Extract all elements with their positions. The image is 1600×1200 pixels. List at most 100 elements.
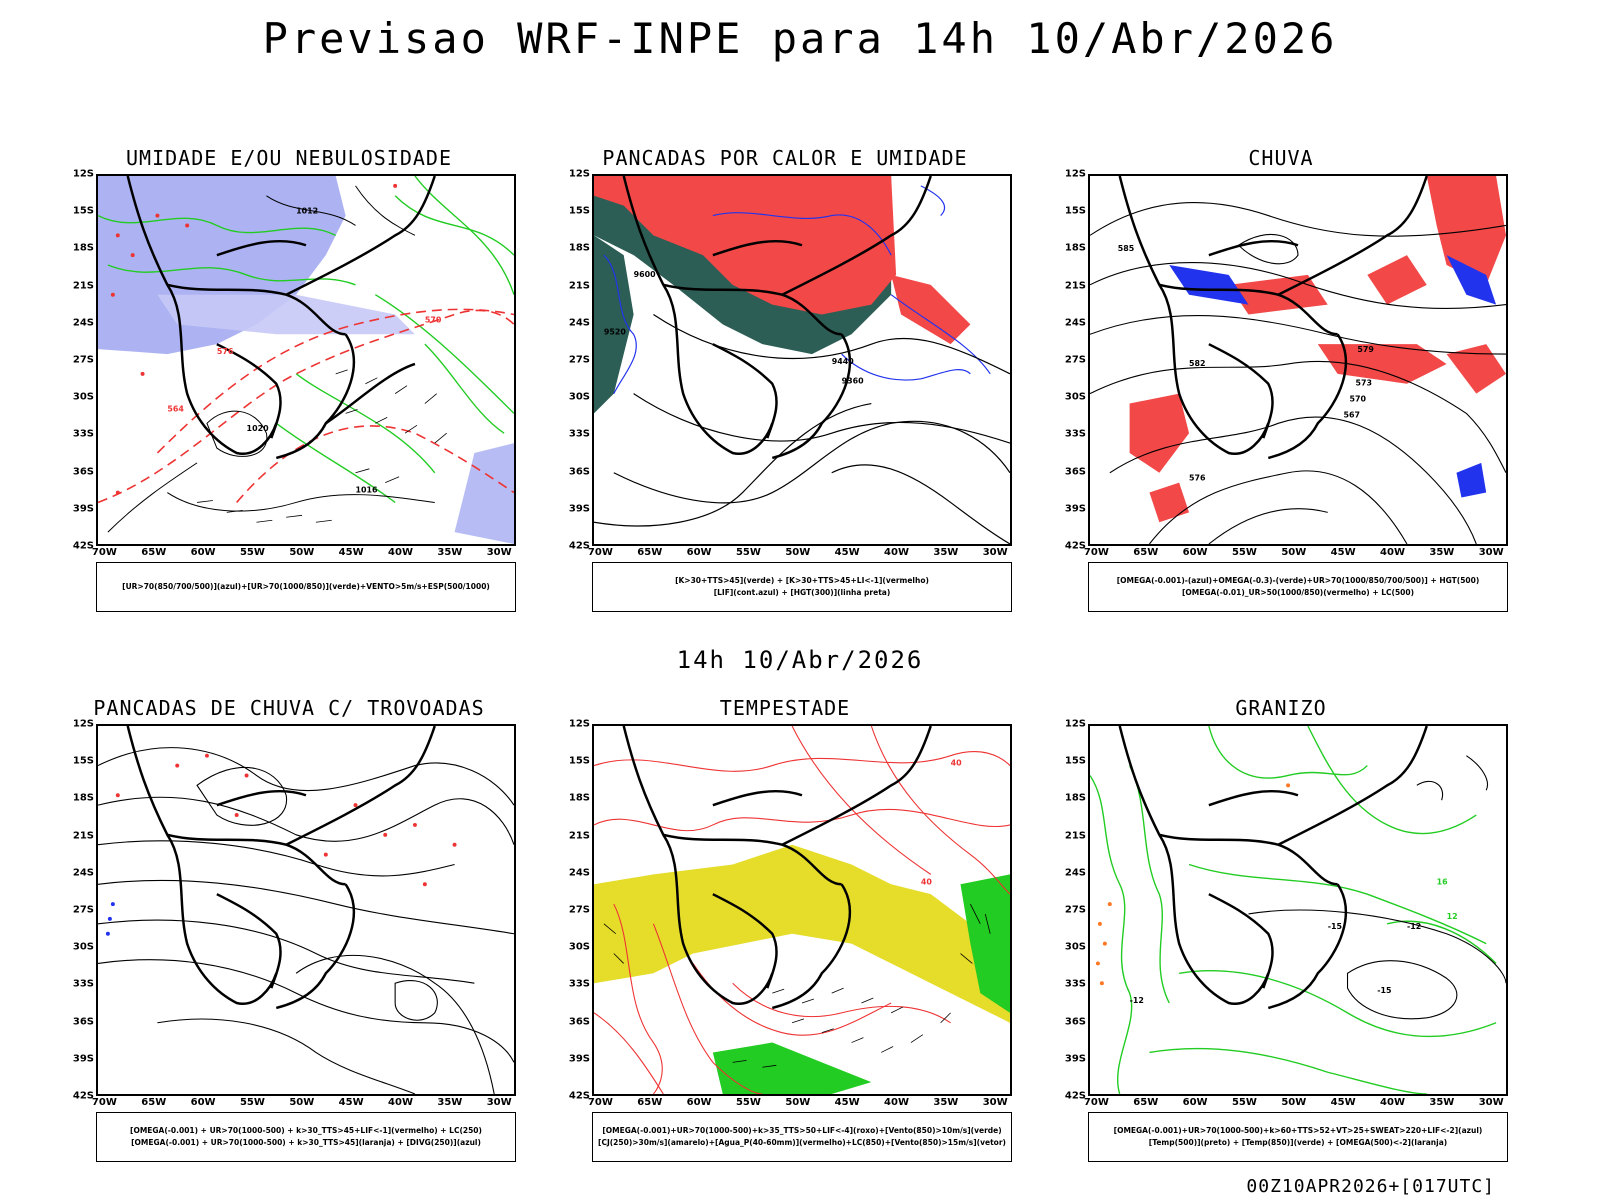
lat-tick-label: 39S — [568, 503, 590, 515]
lat-tick-label: 39S — [568, 1053, 590, 1065]
panel-title-chuva: CHUVA — [1248, 146, 1314, 170]
humidity-blue-band — [157, 294, 415, 335]
streamlines — [98, 747, 514, 1094]
lon-tick-label: 45W — [1330, 547, 1356, 558]
lat-tick-label: 42S — [1064, 1090, 1086, 1102]
lon-tick-label: 50W — [785, 1097, 811, 1108]
contour-label: 1020 — [247, 424, 270, 433]
legend-line: [UR>70(850/700/500)](azul)+[UR>70(1000/8… — [122, 582, 490, 591]
lat-tick-label: 42S — [72, 540, 94, 552]
lat-tick-label: 15S — [72, 205, 94, 217]
map-granizo[interactable]: -15 -12 -15 -12 16 12 — [1088, 724, 1508, 1096]
lon-axis: 70W 65W 60W 55W 50W 45W 40W 35W 30W — [92, 1096, 516, 1110]
legend-line: [OMEGA(-0.001) + UR>70(1000-500) + k>30_… — [131, 1138, 481, 1147]
thunderstorm-red-markers — [115, 753, 457, 887]
lon-tick-label: 35W — [1429, 1097, 1455, 1108]
lat-tick-label: 18S — [72, 242, 94, 254]
lon-tick-label: 70W — [587, 1097, 613, 1108]
jet-yellow-band — [594, 844, 1010, 1023]
lon-axis: 70W 65W 60W 55W 50W 45W 40W 35W 30W — [92, 546, 516, 560]
map-pancadas-trovoadas[interactable] — [96, 724, 516, 1096]
lon-tick-label: 50W — [1281, 1097, 1307, 1108]
lat-tick-label: 33S — [568, 428, 590, 440]
lon-tick-label: 30W — [486, 1097, 512, 1108]
lat-tick-label: 39S — [1064, 503, 1086, 515]
red-markers — [110, 183, 398, 495]
lon-tick-label: 35W — [933, 1097, 959, 1108]
lat-tick-label: 27S — [72, 904, 94, 916]
divergence-blue-markers — [105, 902, 115, 936]
lat-tick-label: 36S — [72, 466, 94, 478]
lat-tick-label: 36S — [1064, 466, 1086, 478]
temp500-black-contours — [1248, 755, 1506, 1020]
panel-title-pancadas-calor: PANCADAS POR CALOR E UMIDADE — [602, 146, 968, 170]
lon-axis: 70W 65W 60W 55W 50W 45W 40W 35W 30W — [588, 1096, 1012, 1110]
lat-axis: 12S 15S 18S 21S 24S 27S 30S 33S 36S 39S 42S — [568, 719, 592, 1102]
lat-tick-label: 15S — [72, 755, 94, 767]
contour-label: 40 — [951, 759, 963, 768]
map-tempestade[interactable]: 40 40 — [592, 724, 1012, 1096]
thickness-red-dashed — [98, 308, 514, 504]
lat-tick-label: 24S — [1064, 317, 1086, 329]
legend-line: [Temp(500)](preto) + [Temp(850)](verde) … — [1148, 1138, 1448, 1147]
lon-tick-label: 40W — [884, 1097, 909, 1108]
lat-tick-label: 39S — [72, 503, 94, 515]
lat-tick-label: 15S — [1064, 205, 1086, 217]
lat-tick-label: 21S — [1064, 830, 1086, 842]
lat-tick-label: 27S — [1064, 904, 1086, 916]
lat-tick-label: 18S — [568, 792, 590, 804]
lat-tick-label: 21S — [1064, 280, 1086, 292]
lat-tick-label: 12S — [72, 168, 94, 180]
map-umidade[interactable]: 1020 1012 1016 570 576 564 — [96, 174, 516, 546]
mid-title: 14h 10/Abr/2026 — [676, 646, 924, 674]
lon-tick-label: 60W — [686, 547, 712, 558]
lon-tick-label: 50W — [1281, 547, 1307, 558]
omega-orange-markers — [1095, 783, 1291, 986]
panel-title-umidade: UMIDADE E/OU NEBULOSIDADE — [125, 146, 453, 170]
contour-label: 9360 — [842, 377, 865, 386]
main-title: Previsao WRF-INPE para 14h 10/Abr/2026 — [262, 14, 1338, 63]
lat-tick-label: 30S — [1064, 391, 1086, 403]
lon-tick-label: 30W — [486, 547, 512, 558]
map-pancadas-calor-svg: 9600 9520 9440 9360 — [594, 176, 1010, 544]
panel-title-tempestade: TEMPESTADE — [719, 696, 851, 720]
lat-axis: 12S 15S 18S 21S 24S 27S 30S 33S 36S 39S 42S — [1064, 169, 1088, 552]
map-umidade-svg: 1020 1012 1016 570 576 564 — [98, 176, 514, 544]
lon-tick-label: 65W — [637, 1097, 663, 1108]
lon-tick-label: 45W — [834, 1097, 860, 1108]
map-pancadas-calor[interactable]: 9600 9520 9440 9360 — [592, 174, 1012, 546]
country-borders — [1118, 176, 1428, 460]
lon-tick-label: 65W — [1133, 547, 1159, 558]
lat-tick-label: 21S — [568, 830, 590, 842]
lon-tick-label: 65W — [141, 547, 167, 558]
lat-tick-label: 12S — [1064, 718, 1086, 730]
lat-tick-label: 18S — [568, 242, 590, 254]
lon-tick-label: 55W — [735, 1097, 761, 1108]
lon-tick-label: 70W — [91, 1097, 117, 1108]
lon-tick-label: 40W — [388, 1097, 413, 1108]
lat-tick-label: 30S — [568, 391, 590, 403]
lat-tick-label: 39S — [72, 1053, 94, 1065]
legend-line: [OMEGA(-0.001) + UR>70(1000-500) + k>30_… — [130, 1126, 482, 1135]
map-pancadas-trovoadas-svg — [98, 726, 514, 1094]
lat-tick-label: 12S — [72, 718, 94, 730]
contour-label: 9600 — [634, 270, 657, 279]
lat-tick-label: 36S — [568, 1016, 590, 1028]
lat-tick-label: 30S — [568, 941, 590, 953]
map-chuva[interactable]: 585 582 579 576 573 570 567 — [1088, 174, 1508, 546]
contour-label: 9440 — [832, 357, 855, 366]
lon-tick-label: 30W — [982, 547, 1008, 558]
lon-tick-label: 35W — [933, 547, 959, 558]
lon-tick-label: 35W — [437, 1097, 463, 1108]
lat-tick-label: 27S — [568, 354, 590, 366]
contour-label: 570 — [1350, 395, 1367, 404]
contour-label: 1012 — [296, 207, 318, 216]
lat-tick-label: 33S — [568, 978, 590, 990]
lat-tick-label: 18S — [1064, 242, 1086, 254]
lat-axis: 12S 15S 18S 21S 24S 27S 30S 33S 36S 39S 42S — [1064, 719, 1088, 1102]
lon-axis: 70W 65W 60W 55W 50W 45W 40W 35W 30W — [1084, 1096, 1508, 1110]
lon-tick-label: 55W — [1231, 1097, 1257, 1108]
legend-umidade: [UR>70(850/700/500)](azul)+[UR>70(1000/8… — [96, 562, 516, 612]
lon-tick-label: 40W — [1380, 1097, 1405, 1108]
lat-tick-label: 36S — [72, 1016, 94, 1028]
